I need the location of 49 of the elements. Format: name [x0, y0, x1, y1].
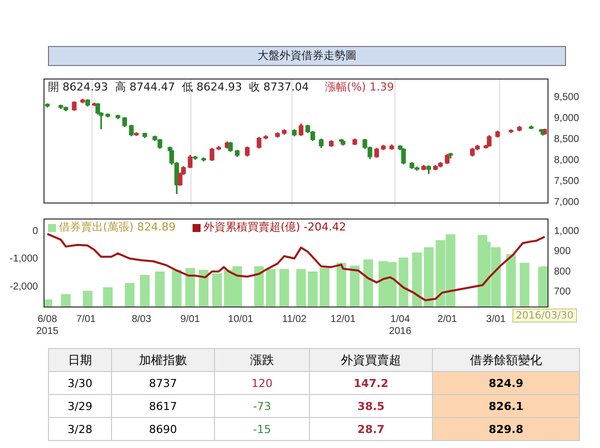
- y-tick-label: 8,000: [554, 155, 580, 166]
- y2-tick-label: 800: [554, 266, 572, 278]
- y-tick-label: 7,000: [554, 196, 580, 208]
- data-label: 824.9: [432, 372, 580, 394]
- text: 外資買賣超: [310, 348, 432, 372]
- data-label: 8617: [112, 394, 214, 418]
- legend-label: 外資累積買賣超(億) -204.42: [204, 220, 346, 234]
- data-label: 8737: [112, 372, 214, 394]
- text: 日期: [48, 348, 112, 372]
- x-tick-label: 3/01: [486, 314, 506, 325]
- data-label: 120: [214, 372, 310, 394]
- y-tick-label: -1,000: [10, 254, 38, 265]
- y-tick-label: 7,500: [554, 176, 580, 187]
- x-tick-label: 1/04 2016: [389, 314, 412, 337]
- data-label: 829.8: [432, 418, 580, 440]
- legend-label: 借券賣出(萬張) 824.89: [59, 220, 176, 234]
- data-label: 147.2: [310, 372, 432, 394]
- y-tick-label: 9,000: [554, 113, 580, 124]
- x-tick-label: 2/01: [437, 314, 458, 325]
- annotation: 漲幅(%) 1.39: [324, 80, 394, 94]
- category-label: 3/30: [48, 372, 112, 394]
- data-label: 38.5: [310, 394, 432, 418]
- data-label: -15: [214, 418, 310, 440]
- x-tick-label: 7/01: [76, 314, 96, 325]
- data-label: 8690: [112, 418, 214, 440]
- y2-tick-label: 1,000: [554, 226, 580, 237]
- data-label: 28.7: [310, 418, 432, 440]
- x-tick-label: 12/01: [330, 314, 356, 325]
- y-tick-label: 0: [32, 226, 38, 237]
- y2-tick-label: 900: [554, 246, 572, 258]
- data-label: 826.1: [432, 394, 580, 418]
- x-tick-label: 9/01: [180, 314, 200, 325]
- y-tick-label: -2,000: [10, 281, 38, 292]
- category-label: 3/28: [48, 418, 112, 440]
- y-tick-label: 8,500: [554, 134, 580, 146]
- x-tick-label: 6/08 2015: [36, 314, 59, 337]
- text: 加權指數: [112, 348, 214, 372]
- x-tick-label: 8/03: [132, 314, 152, 325]
- y2-tick-label: 700: [554, 286, 572, 298]
- chart-title: 大盤外資借券走勢圖: [48, 46, 566, 66]
- text: 漲跌: [214, 348, 310, 372]
- data-label: -73: [214, 394, 310, 418]
- annotation: 2016/03/30: [516, 310, 574, 322]
- series-label: 借券餘額變化: [432, 348, 580, 372]
- x-tick-label: 11/02: [282, 314, 307, 325]
- y-tick-label: 9,500: [554, 92, 580, 104]
- x-tick-label: 10/01: [228, 314, 254, 325]
- category-label: 3/29: [48, 394, 112, 418]
- annotation: 開 8624.93 高 8744.47 低 8624.93 收 8737.04: [48, 80, 309, 94]
